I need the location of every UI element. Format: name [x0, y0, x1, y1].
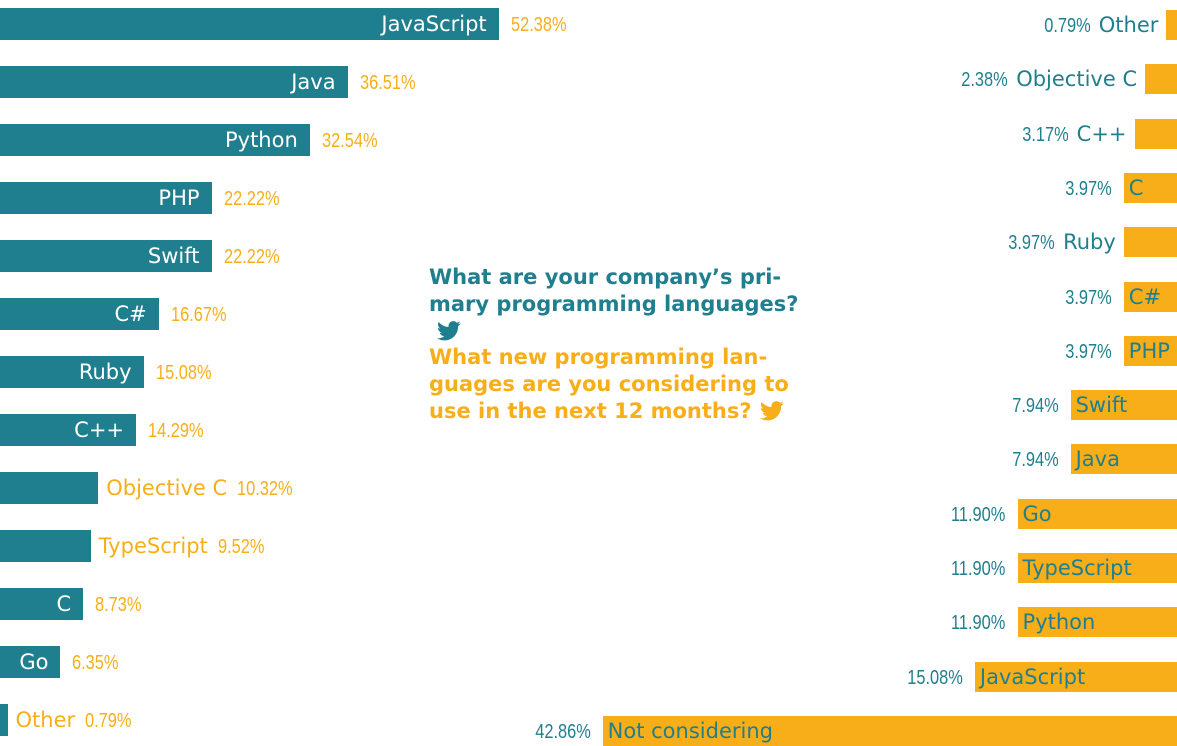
value-future-python: 11.90% [951, 612, 1006, 635]
label-future-not-considering: Not considering [607, 718, 773, 743]
bar-future-python [1017, 607, 1177, 638]
value-current-php: 22.22% [223, 188, 280, 210]
label-future-php: PHP [1128, 338, 1170, 363]
label-current-c: C [56, 592, 72, 616]
bar-future-cplusplus [1134, 118, 1177, 149]
value-current-ruby: 15.08% [155, 362, 212, 384]
label-future-cplusplus: C++ [1076, 121, 1127, 146]
question-current-text: What are your company’s pri- mary progra… [429, 265, 799, 316]
value-current-java: 36.51% [359, 72, 416, 94]
label-future-csharp: C# [1128, 284, 1162, 309]
label-current-typescript: TypeScript [98, 534, 208, 558]
value-future-c: 3.97% [1065, 177, 1112, 200]
label-future-python: Python [1022, 610, 1096, 635]
value-future-go: 11.90% [951, 503, 1006, 526]
bar-current-other [0, 704, 8, 736]
value-current-objective-c: 10.32% [237, 478, 293, 500]
label-future-objective-c: Objective C [1016, 67, 1138, 92]
value-future-not-considering: 42.86% [535, 720, 591, 743]
value-future-cplusplus: 3.17% [1022, 123, 1069, 146]
bar-future-javascript [974, 661, 1177, 692]
bar-current-javascript [0, 8, 499, 40]
value-current-other: 0.79% [85, 710, 132, 732]
value-current-go: 6.35% [72, 652, 119, 674]
label-future-go: Go [1022, 501, 1052, 526]
bar-future-csharp [1123, 281, 1177, 312]
label-current-javascript: JavaScript [381, 12, 487, 36]
value-future-objective-c: 2.38% [961, 69, 1009, 92]
question-future-text: What new programming lan- guages are you… [429, 345, 789, 423]
bar-current-c [0, 588, 84, 620]
bar-future-objective-c [1145, 64, 1177, 95]
label-current-python: Python [224, 128, 298, 152]
value-future-java: 7.94% [1012, 449, 1059, 472]
value-current-csharp: 16.67% [170, 304, 227, 326]
label-future-java: Java [1075, 447, 1120, 472]
value-current-cplusplus: 14.29% [148, 420, 204, 442]
label-future-swift: Swift [1075, 393, 1128, 418]
bar-future-typescript [1017, 553, 1177, 583]
value-future-csharp: 3.97% [1065, 286, 1112, 309]
label-current-csharp: C# [114, 302, 147, 326]
bar-current-cplusplus [0, 414, 137, 446]
twitter-bird-icon[interactable] [437, 321, 461, 341]
value-current-javascript: 52.38% [510, 14, 567, 36]
question-future-languages: What new programming lan- guages are you… [429, 344, 809, 425]
value-future-javascript: 15.08% [907, 666, 963, 689]
label-current-swift: Swift [147, 244, 200, 268]
question-current-languages: What are your company’s pri- mary progra… [429, 264, 809, 345]
value-future-typescript: 11.90% [951, 558, 1006, 580]
value-current-python: 32.54% [321, 130, 378, 152]
bar-current-php [0, 182, 212, 214]
bar-current-python [0, 124, 310, 156]
bar-current-java [0, 66, 348, 98]
bar-future-ruby [1123, 227, 1177, 258]
bar-future-swift [1070, 390, 1177, 421]
value-current-c: 8.73% [95, 594, 142, 616]
value-current-swift: 22.22% [223, 246, 280, 268]
label-current-php: PHP [158, 186, 200, 210]
value-future-other: 0.79% [1044, 15, 1091, 37]
label-future-typescript: TypeScript [1022, 556, 1132, 580]
bar-future-php [1123, 335, 1177, 366]
label-current-objective-c: Objective C [106, 476, 228, 500]
bar-future-other [1166, 10, 1177, 40]
bar-future-java [1070, 444, 1177, 475]
label-current-java: Java [291, 70, 336, 94]
bar-current-csharp [0, 298, 159, 330]
label-current-go: Go [19, 650, 49, 674]
value-current-typescript: 9.52% [217, 536, 265, 558]
label-current-other: Other [15, 708, 76, 732]
bar-current-go [0, 646, 61, 678]
value-future-ruby: 3.97% [1008, 232, 1056, 255]
label-future-javascript: JavaScript [979, 664, 1086, 689]
bar-current-typescript [0, 530, 91, 562]
label-current-ruby: Ruby [78, 360, 132, 384]
bar-current-objective-c [0, 472, 99, 504]
bar-current-swift [0, 240, 212, 272]
label-future-ruby: Ruby [1063, 230, 1116, 255]
label-future-c: C [1128, 175, 1144, 200]
label-current-cplusplus: C++ [74, 418, 125, 442]
value-future-swift: 7.94% [1012, 395, 1059, 418]
bar-future-go [1017, 498, 1177, 529]
bar-current-ruby [0, 356, 144, 388]
twitter-bird-icon[interactable] [759, 401, 784, 421]
value-future-php: 3.97% [1065, 340, 1112, 363]
bar-future-c [1123, 172, 1177, 203]
label-future-other: Other [1098, 13, 1159, 37]
